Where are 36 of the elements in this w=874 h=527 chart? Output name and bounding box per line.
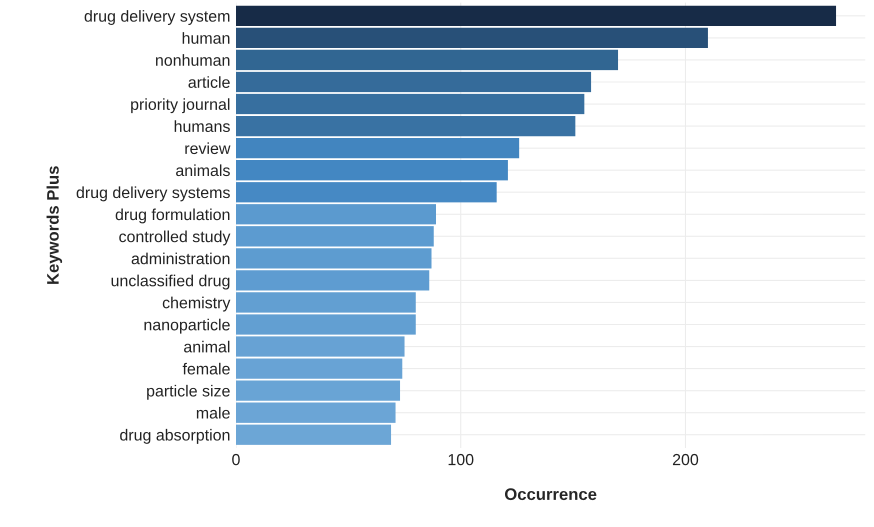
bar	[236, 358, 402, 379]
bar	[236, 270, 430, 291]
x-axis-title: Occurrence	[504, 488, 596, 500]
y-tick-label: nanoparticle	[144, 318, 230, 334]
y-tick-label: particle size	[147, 384, 230, 400]
bar	[236, 50, 618, 70]
y-tick-label: animals	[176, 164, 230, 176]
y-tick-label: nonhuman	[156, 54, 230, 66]
bar	[236, 314, 416, 335]
bar	[236, 94, 584, 114]
y-tick-label: human	[182, 32, 230, 44]
bar	[236, 336, 405, 357]
bar	[236, 6, 836, 26]
x-tick-label: 0	[232, 454, 240, 466]
y-tick-label: drug formulation	[116, 208, 230, 224]
y-tick-label: drug delivery systems	[76, 186, 230, 202]
y-tick-label: unclassified drug	[112, 274, 230, 290]
y-tick-label: administration	[132, 252, 230, 264]
y-tick-label: chemistry	[162, 296, 230, 312]
y-tick-label: humans	[174, 120, 230, 132]
y-tick-label: drug delivery system	[84, 10, 230, 25]
y-tick-label: controlled study	[119, 230, 230, 246]
x-tick-label: 200	[672, 454, 698, 466]
y-tick-label: review	[185, 142, 230, 154]
bar	[236, 292, 416, 313]
y-tick-label: priority journal	[131, 98, 230, 114]
y-tick-label: male	[196, 406, 230, 419]
y-axis-title: Keywords Plus	[46, 166, 62, 284]
bar	[236, 116, 576, 136]
bar	[236, 72, 592, 92]
bar	[236, 28, 708, 48]
y-tick-label: article	[188, 76, 230, 88]
y-tick-label: drug absorption	[120, 428, 230, 444]
y-tick-label: animal	[184, 340, 230, 352]
y-tick-label: female	[182, 362, 230, 375]
x-tick-label: 100	[448, 454, 474, 466]
